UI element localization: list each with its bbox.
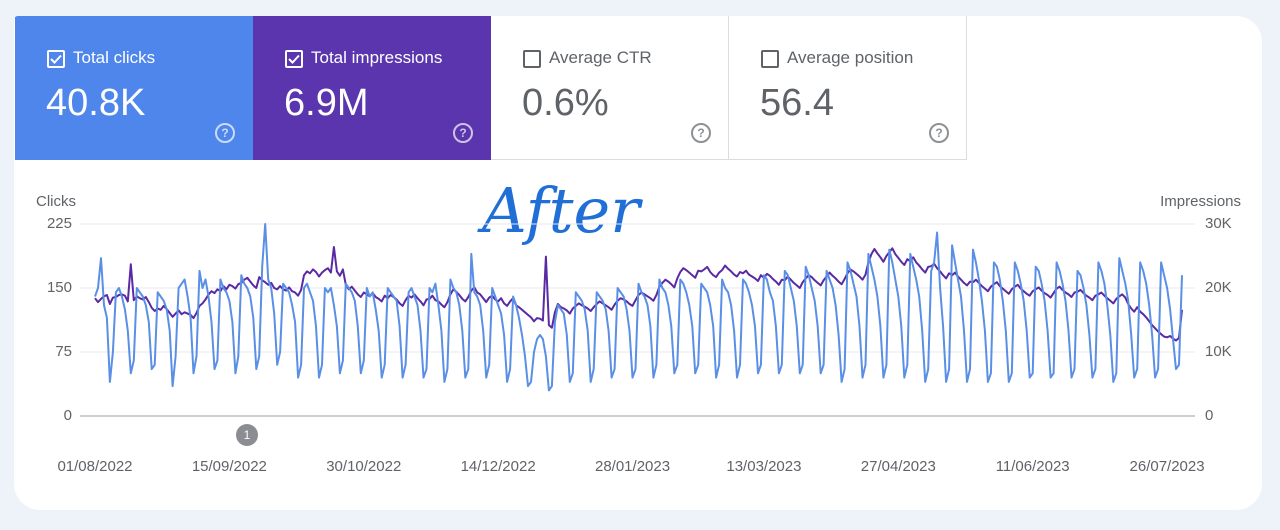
y-tick-label: 150 [47, 279, 72, 296]
y-axis-title: Clicks [36, 193, 76, 210]
x-tick-label: 01/08/2022 [57, 458, 132, 475]
help-icon[interactable]: ? [453, 123, 473, 143]
metric-cards: Total clicks 40.8K? Total impressions 6.9M?… [15, 16, 967, 160]
x-tick-label: 28/01/2023 [595, 458, 670, 475]
data-line [94, 223, 1183, 392]
metric-card[interactable]: Total impressions 6.9M? [253, 16, 491, 160]
x-tick-label: 15/09/2022 [192, 458, 267, 475]
y-tick-label: 0 [64, 407, 72, 424]
x-tick-label: 27/04/2023 [861, 458, 936, 475]
checkbox[interactable] [523, 50, 541, 68]
performance-chart: After Clicks Impressions 1 0 75 150 225 0 10K… [36, 174, 1241, 475]
checkbox[interactable] [761, 50, 779, 68]
metric-card[interactable]: Average CTR 0.6%? [491, 16, 729, 160]
x-tick-label: 13/03/2023 [726, 458, 801, 475]
check [50, 54, 62, 64]
x-tick-label: 30/10/2022 [326, 458, 401, 475]
event-marker[interactable] [236, 424, 258, 446]
y2-tick-label: 0 [1205, 407, 1213, 424]
metric-value: 0.6% [522, 82, 609, 124]
checkbox[interactable] [47, 50, 65, 68]
help-icon[interactable]: ? [929, 123, 949, 143]
metric-label: Total clicks [73, 48, 156, 67]
y-tick-label: 75 [55, 343, 72, 360]
help-icon[interactable]: ? [215, 123, 235, 143]
metric-value: 40.8K [46, 82, 146, 124]
x-tick-label: 11/06/2023 [996, 458, 1070, 475]
x-tick-label: 26/07/2023 [1130, 458, 1205, 475]
y2-tick-label: 10K [1205, 343, 1232, 360]
metric-label: Total impressions [311, 48, 443, 67]
y-tick-label: 225 [47, 215, 72, 232]
check [288, 54, 300, 64]
checkbox[interactable] [285, 50, 303, 68]
metric-label: Average CTR [549, 48, 652, 67]
x-tick-label: 14/12/2022 [461, 458, 536, 475]
metric-card[interactable]: Average position 56.4? [729, 16, 967, 160]
performance-panel: Total clicks 40.8K? Total impressions 6.9M?… [14, 16, 1262, 510]
y2-axis-title: Impressions [1160, 193, 1241, 210]
metric-value: 6.9M [284, 82, 369, 124]
y2-tick-label: 30K [1205, 215, 1232, 232]
y2-tick-label: 20K [1205, 279, 1232, 296]
event-marker-label[interactable]: 1 [244, 428, 251, 442]
metric-card[interactable]: Total clicks 40.8K? [15, 16, 253, 160]
handwritten-annotation: After [477, 174, 643, 247]
help-icon[interactable]: ? [691, 123, 711, 143]
metric-label: Average position [787, 48, 914, 67]
metric-value: 56.4 [760, 82, 834, 124]
